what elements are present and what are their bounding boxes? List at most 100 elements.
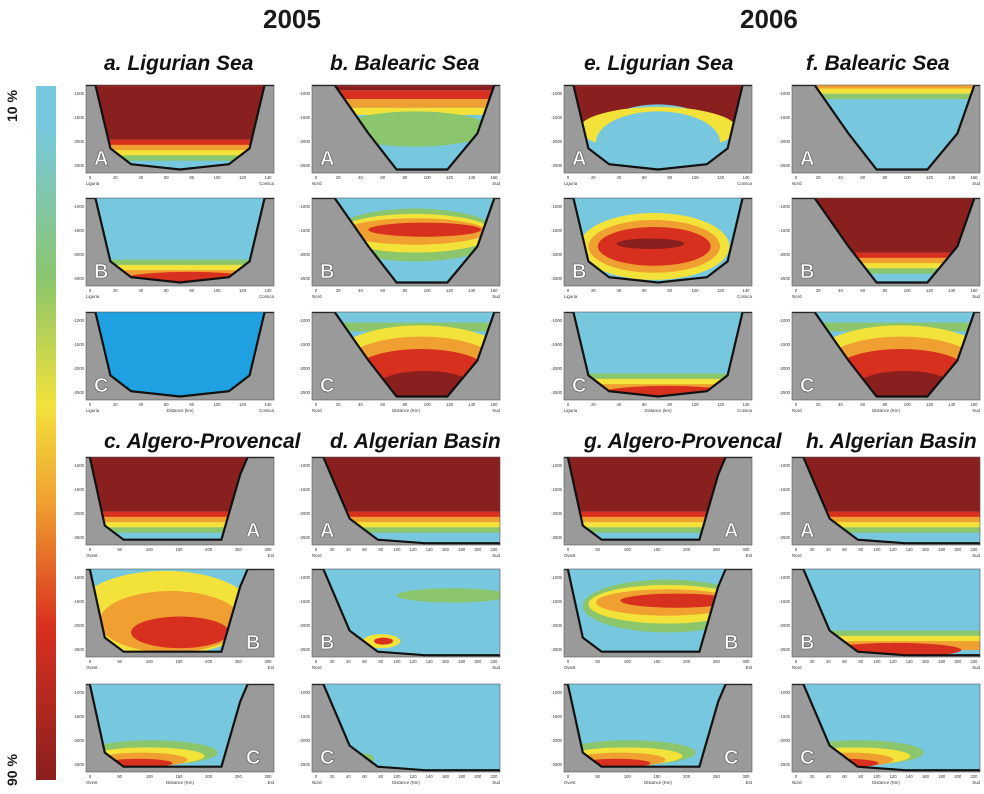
depth-tick-label: -2000: [779, 366, 790, 371]
distance-tick-label: 60: [860, 175, 865, 180]
plot-frame: [311, 683, 501, 773]
distance-tick-label: 200: [954, 659, 962, 664]
distance-axis-label: Distance (km): [644, 408, 672, 413]
distance-tick-label: 60: [164, 175, 169, 180]
distance-tick-label: 40: [139, 288, 144, 293]
depth-tick-label: -1500: [551, 115, 562, 120]
distance-tick-label: 20: [113, 175, 118, 180]
seafloor-outline: [312, 312, 500, 398]
distance-tick-label: 200: [683, 547, 691, 552]
section-svg-f-B: -1000 -1500 -2000 -2500 0 20 40 60 80 100 120 140 16…: [779, 197, 981, 299]
distance-tick-label: 60: [362, 774, 367, 779]
distance-tick-label: 0: [315, 175, 318, 180]
transect-start-label: Liguria: [564, 181, 578, 186]
distance-tick-label: 160: [971, 402, 979, 407]
distance-tick-label: 180: [458, 547, 466, 552]
field-contour: [792, 263, 980, 269]
seafloor-outline: [312, 684, 500, 772]
distance-tick-label: 80: [403, 175, 408, 180]
transect-start-label: Liguria: [564, 294, 578, 299]
plot-frame: [791, 197, 981, 287]
distance-tick-label: 100: [873, 659, 881, 664]
depth-tick-label: -1500: [779, 487, 790, 492]
section-letter: B: [94, 261, 108, 283]
section-letter: C: [572, 375, 586, 397]
section-svg-d-C: -1000 -1500 -2000 -2500 0 20 40 60 80 100 120 140 16…: [299, 683, 501, 785]
seafloor-outline: [312, 569, 500, 657]
section-b-A: -1000 -1500 -2000 -2500 0 20 40 60 80 100 120 140 16…: [299, 84, 501, 195]
depth-tick-label: -1500: [551, 342, 562, 347]
depth-tick-label: -2000: [299, 511, 310, 516]
distance-tick-label: 20: [816, 175, 821, 180]
depth-tick-label: -1000: [73, 463, 84, 468]
distance-tick-label: 80: [189, 175, 194, 180]
colorbar-top-label: 10 %: [4, 90, 20, 122]
distance-tick-label: 40: [617, 175, 622, 180]
section-svg-b-B: -1000 -1500 -2000 -2500 0 20 40 60 80 100 120 140 16…: [299, 197, 501, 299]
distance-tick-label: 0: [795, 175, 798, 180]
depth-tick-label: -2500: [779, 535, 790, 540]
distance-tick-label: 140: [265, 288, 273, 293]
distance-tick-label: 20: [816, 288, 821, 293]
transect-end-label: Sud: [972, 408, 980, 413]
field-contour: [564, 522, 752, 528]
distance-tick-label: 140: [265, 175, 273, 180]
section-svg-h-C: -1000 -1500 -2000 -2500 0 20 40 60 80 100 120 140 16…: [779, 683, 981, 785]
distance-tick-label: 100: [624, 659, 632, 664]
section-svg-g-C: -1000 -1500 -2000 -2500 0 50 100 150 200 250 300 Ov…: [551, 683, 753, 785]
section-g-C: -1000 -1500 -2000 -2500 0 50 100 150 200 250 300 Ov…: [551, 683, 753, 794]
distance-tick-label: 80: [858, 774, 863, 779]
transect-start-label: Nord: [792, 408, 802, 413]
depth-tick-label: -1000: [779, 690, 790, 695]
distance-axis-label: Distance (Km): [872, 780, 900, 785]
transect-end-label: Corsica: [737, 408, 752, 413]
distance-tick-label: 180: [458, 659, 466, 664]
distance-tick-label: 220: [971, 547, 979, 552]
transect-start-label: Ovest: [564, 665, 576, 670]
distance-tick-label: 80: [378, 547, 383, 552]
distance-tick-label: 20: [816, 402, 821, 407]
distance-tick-label: 140: [468, 402, 476, 407]
depth-tick-label: -2500: [299, 647, 310, 652]
plot-frame: [311, 197, 501, 287]
depth-tick-label: -2000: [779, 511, 790, 516]
transect-start-label: Ovest: [564, 553, 576, 558]
distance-tick-label: 140: [468, 288, 476, 293]
transect-start-label: Nord: [312, 294, 322, 299]
section-letter: B: [320, 632, 334, 654]
distance-tick-label: 0: [315, 547, 318, 552]
depth-tick-label: -2000: [551, 511, 562, 516]
seafloor-rock: [564, 312, 752, 400]
transect-start-label: Nord: [792, 553, 802, 558]
section-letter: A: [724, 520, 738, 542]
depth-tick-label: -1500: [299, 115, 310, 120]
distance-tick-label: 40: [346, 547, 351, 552]
depth-tick-label: -1500: [299, 228, 310, 233]
distance-tick-label: 120: [890, 659, 898, 664]
distance-tick-label: 220: [971, 774, 979, 779]
depth-tick-label: -1000: [299, 204, 310, 209]
distance-tick-label: 0: [89, 659, 92, 664]
distance-tick-label: 100: [424, 288, 432, 293]
depth-tick-label: -1000: [73, 91, 84, 96]
seafloor-outline: [564, 85, 752, 171]
distance-tick-label: 60: [642, 175, 647, 180]
distance-tick-label: 300: [743, 774, 751, 779]
field-contour: [368, 222, 482, 237]
distance-tick-label: 0: [567, 659, 570, 664]
depth-tick-label: -1500: [551, 228, 562, 233]
transect-start-label: Liguria: [86, 294, 100, 299]
section-svg-g-A: -1000 -1500 -2000 -2500 0 50 100 150 200 250 300 Ov…: [551, 456, 753, 558]
panel-title-d: d. Algerian Basin: [330, 430, 501, 453]
transect-end-label: Est: [746, 553, 753, 558]
distance-tick-label: 0: [89, 402, 92, 407]
colorbar-bottom-label: 90 %: [4, 754, 20, 786]
seafloor-outline: [86, 684, 274, 768]
depth-tick-label: -2000: [779, 139, 790, 144]
plot-frame: [85, 456, 275, 546]
distance-tick-label: 220: [491, 547, 499, 552]
section-b-C: -1000 -1500 -2000 -2500 0 20 40 60 80 100 120 140 16…: [299, 311, 501, 422]
depth-tick-label: -1000: [299, 463, 310, 468]
transect-end-label: Corsica: [259, 294, 274, 299]
distance-tick-label: 50: [117, 547, 122, 552]
